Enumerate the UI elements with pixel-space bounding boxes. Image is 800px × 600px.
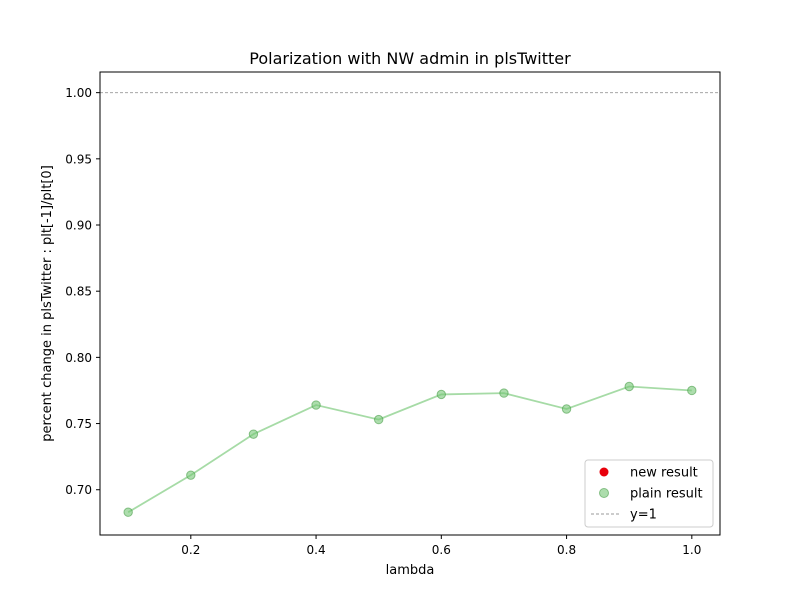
data-point xyxy=(624,381,634,392)
y-tick-label: 0.75 xyxy=(65,417,92,431)
legend-label: plain result xyxy=(630,487,703,502)
data-point xyxy=(311,400,321,410)
y-axis-label: percent change in plsTwitter : plt[-1]/p… xyxy=(40,165,55,442)
data-point xyxy=(561,404,572,414)
y-axis-ticks: 0.70 0.75 0.80 0.85 0.90 0.95 1.00 xyxy=(65,86,100,497)
y-tick-label: 0.80 xyxy=(65,351,92,365)
plot-area-frame xyxy=(99,71,721,536)
chart-title: Polarization with NW admin in plsTwitter xyxy=(249,49,571,68)
data-point xyxy=(123,507,133,517)
legend-items: new result plain result y=1 xyxy=(591,466,703,523)
data-point xyxy=(436,389,447,400)
legend-box xyxy=(584,459,714,528)
x-tick-label: 0.4 xyxy=(307,543,326,557)
x-axis-ticks: 0.2 0.4 0.6 0.8 1.0 xyxy=(181,535,701,557)
y-tick-label: 0.95 xyxy=(65,152,92,166)
legend-marker xyxy=(599,488,609,498)
x-tick-label: 1.0 xyxy=(682,543,701,557)
data-point xyxy=(186,470,196,480)
legend-marker xyxy=(599,467,609,477)
x-tick-label: 0.8 xyxy=(557,543,576,557)
legend-label: y=1 xyxy=(630,508,657,523)
data-point xyxy=(687,385,697,396)
x-tick-label: 0.6 xyxy=(432,543,451,557)
x-axis-label: lambda xyxy=(386,563,435,578)
y-tick-label: 0.70 xyxy=(65,483,92,497)
data-point xyxy=(373,414,384,425)
y-tick-label: 0.90 xyxy=(65,219,92,233)
series-line-plain-result xyxy=(127,385,692,514)
series-layer xyxy=(123,381,697,517)
y-tick-label: 1.00 xyxy=(65,86,92,100)
data-point xyxy=(248,429,259,439)
y-tick-label: 0.85 xyxy=(65,285,92,299)
legend-label: new result xyxy=(630,466,698,481)
legend: new result plain result y=1 xyxy=(584,459,714,528)
data-point xyxy=(499,388,509,398)
x-tick-label: 0.2 xyxy=(181,543,200,557)
